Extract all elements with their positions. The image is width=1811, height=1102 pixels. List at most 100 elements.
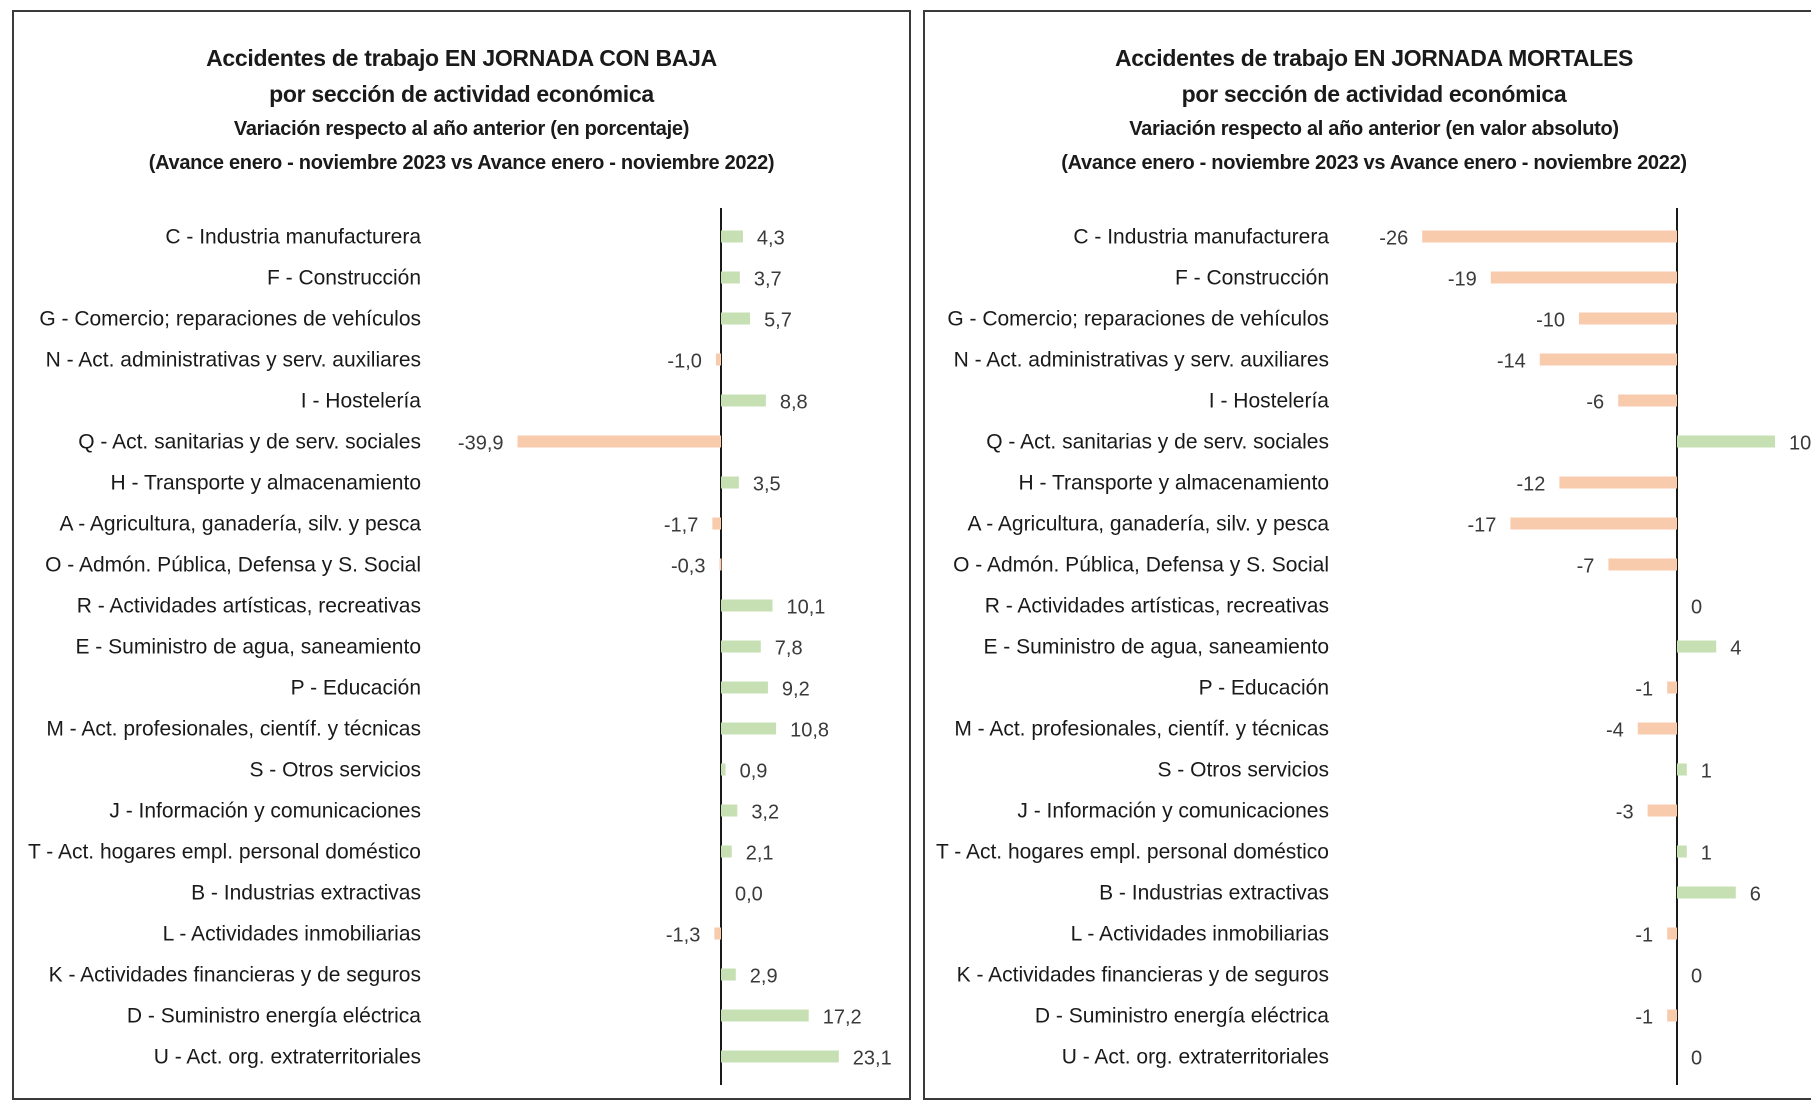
chart-subtitle-line2: (Avance enero - noviembre 2023 vs Avance…: [1061, 152, 1687, 174]
data-label: 8,8: [780, 392, 808, 414]
category-label: J - Información y comunicaciones: [1017, 800, 1329, 823]
bar: [1647, 804, 1677, 817]
data-label: -7: [1577, 556, 1595, 578]
bar: [1579, 312, 1677, 325]
category-label: B - Industrias extractivas: [1099, 882, 1329, 905]
category-label: R - Actividades artísticas, recreativas: [77, 595, 421, 618]
data-label: -1: [1635, 1007, 1653, 1029]
data-label: -1,0: [667, 351, 701, 373]
data-label: -4: [1606, 720, 1624, 742]
category-label: E - Suministro de agua, saneamiento: [983, 636, 1329, 659]
category-label: K - Actividades financieras y de seguros: [49, 964, 421, 987]
category-label: U - Act. org. extraterritoriales: [1062, 1046, 1329, 1069]
data-label: -14: [1497, 351, 1526, 373]
category-label: O - Admón. Pública, Defensa y S. Social: [45, 554, 421, 577]
data-label: 2,1: [746, 843, 774, 865]
bar: [714, 927, 721, 940]
data-label: 4: [1730, 638, 1741, 660]
data-label: 2,9: [750, 966, 778, 988]
data-label: 10: [1789, 433, 1811, 455]
bar: [721, 1009, 809, 1022]
bar: [721, 312, 751, 325]
category-label: T - Act. hogares empl. personal doméstic…: [28, 841, 421, 864]
data-label: 9,2: [782, 679, 810, 701]
data-label: 10,8: [790, 720, 829, 742]
data-label: -39,9: [458, 433, 504, 455]
bar: [1637, 722, 1677, 735]
bar: [721, 271, 740, 284]
category-label: P - Educación: [1199, 677, 1329, 700]
category-label: C - Industria manufacturera: [165, 226, 421, 249]
chart-panel-baja: Accidentes de trabajo EN JORNADA CON BAJ…: [12, 10, 911, 1100]
bar: [1422, 230, 1677, 243]
bar: [1608, 558, 1677, 571]
data-label: -1: [1635, 679, 1653, 701]
category-label: N - Act. administrativas y serv. auxilia…: [46, 349, 421, 372]
category-label: N - Act. administrativas y serv. auxilia…: [954, 349, 1329, 372]
category-label: M - Act. profesionales, científ. y técni…: [46, 718, 421, 741]
category-label: A - Agricultura, ganadería, silv. y pesc…: [60, 513, 422, 536]
bar: [721, 845, 732, 858]
bar: [1510, 517, 1677, 530]
category-label: R - Actividades artísticas, recreativas: [985, 595, 1329, 618]
category-label: M - Act. profesionales, científ. y técni…: [954, 718, 1329, 741]
bar: [721, 1050, 839, 1063]
bar: [1490, 271, 1677, 284]
category-label: C - Industria manufacturera: [1073, 226, 1329, 249]
bar: [715, 353, 721, 366]
category-label: P - Educación: [291, 677, 421, 700]
bar: [721, 230, 743, 243]
category-label: O - Admón. Pública, Defensa y S. Social: [953, 554, 1329, 577]
data-label: 0: [1691, 1048, 1702, 1070]
bar: [721, 804, 738, 817]
data-label: 3,2: [751, 802, 779, 824]
bar: [721, 599, 773, 612]
data-label: 0: [1691, 597, 1702, 619]
bar-chart-mortales: C - Industria manufacturera -26 F - Constr…: [936, 208, 1811, 1085]
data-label: 10,1: [787, 597, 826, 619]
data-label: -19: [1448, 269, 1477, 291]
category-label: L - Actividades inmobiliarias: [163, 923, 421, 946]
bar: [1667, 1009, 1677, 1022]
data-label: 7,8: [775, 638, 803, 660]
data-label: -0,3: [671, 556, 705, 578]
bar: [721, 394, 766, 407]
bar: [719, 558, 722, 571]
bar: [1559, 476, 1677, 489]
data-label: -1,3: [666, 925, 700, 947]
data-label: 23,1: [853, 1048, 892, 1070]
category-label: U - Act. org. extraterritoriales: [154, 1046, 421, 1069]
bar: [721, 722, 777, 735]
chart-panel-mortales: Accidentes de trabajo EN JORNADA MORTALE…: [923, 10, 1811, 1100]
data-label: -10: [1536, 310, 1565, 332]
category-label: G - Comercio; reparaciones de vehículos: [947, 308, 1329, 331]
data-label: 1: [1701, 761, 1712, 783]
data-label: -6: [1586, 392, 1604, 414]
category-label: T - Act. hogares empl. personal doméstic…: [936, 841, 1329, 864]
data-label: 1: [1701, 843, 1712, 865]
bar: [712, 517, 721, 530]
bar: [721, 476, 739, 489]
category-label: B - Industrias extractivas: [191, 882, 421, 905]
data-label: 4,3: [757, 228, 785, 250]
data-label: -1: [1635, 925, 1653, 947]
bar: [1677, 763, 1687, 776]
data-label: 3,7: [754, 269, 782, 291]
chart-title: Accidentes de trabajo EN JORNADA CON BAJ…: [206, 45, 717, 71]
category-label: D - Suministro energía eléctrica: [127, 1005, 421, 1028]
bar: [1677, 435, 1775, 448]
category-label: D - Suministro energía eléctrica: [1035, 1005, 1329, 1028]
data-label: -12: [1516, 474, 1545, 496]
category-label: G - Comercio; reparaciones de vehículos: [39, 308, 421, 331]
bar: [721, 640, 761, 653]
category-label: Q - Act. sanitarias y de serv. sociales: [78, 431, 421, 454]
category-label: S - Otros servicios: [249, 759, 421, 782]
category-label: F - Construcción: [1175, 267, 1329, 290]
data-label: -26: [1379, 228, 1408, 250]
category-label: H - Transporte y almacenamiento: [1019, 472, 1329, 495]
data-label: -17: [1467, 515, 1496, 537]
chart-subtitle-line2: (Avance enero - noviembre 2023 vs Avance…: [148, 152, 775, 174]
category-label: K - Actividades financieras y de seguros: [957, 964, 1329, 987]
data-label: -1,7: [664, 515, 698, 537]
category-label: F - Construcción: [267, 267, 421, 290]
